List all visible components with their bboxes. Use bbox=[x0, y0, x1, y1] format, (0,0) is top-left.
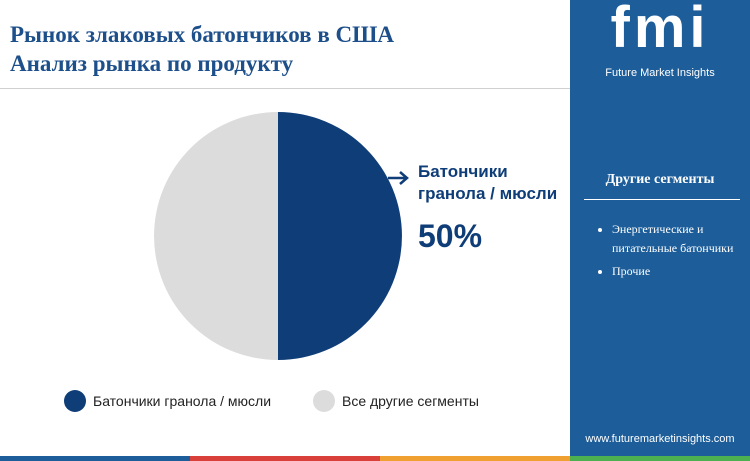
segment-item: Энергетические и питательные батончики bbox=[612, 220, 742, 258]
strip bbox=[0, 456, 190, 461]
brand: Future Market Insights bbox=[605, 67, 715, 79]
segment-item: Прочие bbox=[612, 262, 742, 281]
data-label: 50% bbox=[418, 218, 483, 254]
sidebar-heading: Другие сегменты bbox=[605, 172, 715, 187]
strip bbox=[380, 456, 570, 461]
legend-label: Батончики гранола / мюсли bbox=[93, 393, 272, 409]
segment-list: Энергетические и питательные батончики Пр… bbox=[596, 220, 742, 285]
pie-slice bbox=[154, 112, 278, 360]
heading-rule bbox=[584, 199, 740, 200]
legend-swatch bbox=[64, 390, 86, 412]
strip bbox=[570, 456, 750, 461]
chart bbox=[64, 112, 409, 412]
callout-label: Батончики гранола / мюсли bbox=[418, 162, 558, 203]
logo: fmi bbox=[610, 0, 710, 60]
chart-title: Рынок злаковых батончиков в США bbox=[10, 22, 394, 47]
callout-arrow bbox=[388, 171, 409, 185]
chart-subtitle: Анализ рынка по продукту bbox=[10, 51, 294, 76]
legend-label: Все другие сегменты bbox=[342, 393, 479, 409]
url: www.futuremarketinsights.com bbox=[585, 433, 735, 445]
divider bbox=[0, 88, 570, 89]
legend-swatch bbox=[313, 390, 335, 412]
strip bbox=[190, 456, 380, 461]
pie-slice bbox=[278, 112, 402, 360]
sidebar: fmi Future Market Insights Другие сегмен… bbox=[570, 0, 750, 456]
